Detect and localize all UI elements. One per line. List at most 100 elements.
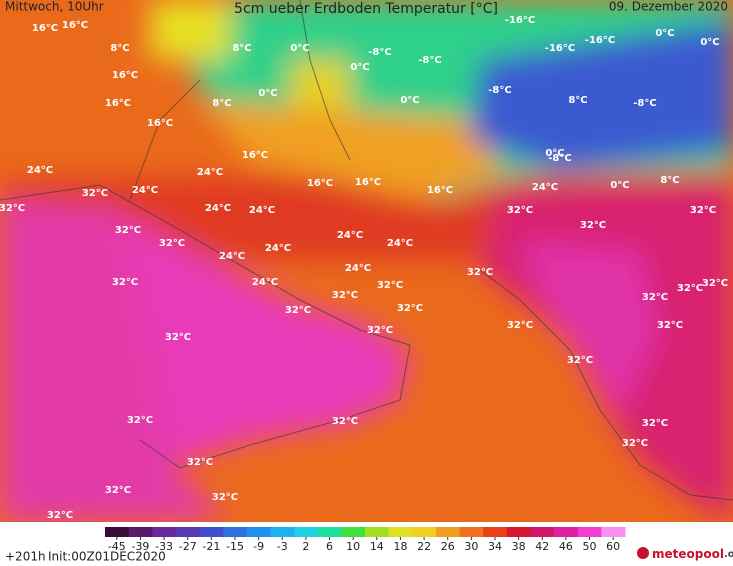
temperature-label: 32°C (187, 457, 213, 468)
colorbar-tick-label: 22 (417, 540, 431, 553)
colorbar-tick-label: 60 (606, 540, 620, 553)
temperature-label: 0°C (655, 28, 674, 39)
logo-icon (637, 547, 649, 559)
temperature-label: 0°C (400, 95, 419, 106)
map (0, 0, 733, 522)
header-day: Mittwoch, 10Uhr (5, 0, 104, 14)
temperature-label: 24°C (249, 205, 275, 216)
colorbar-tick-label: 26 (441, 540, 455, 553)
temperature-label: -8°C (548, 153, 571, 164)
temperature-label: 24°C (265, 243, 291, 254)
colorbar-tick-label: -27 (179, 540, 197, 553)
colorbar-swatch (506, 527, 531, 537)
contour-labels: 16°C 16°C8°C 8°C 0°C0°C-8°C-8°C-16°C-16°C-1… (0, 15, 728, 521)
temperature-label: -16°C (545, 43, 575, 54)
temperature-label: 16°C (355, 177, 381, 188)
temperature-label: 32°C (115, 225, 141, 236)
temperature-label: 0°C (610, 180, 629, 191)
temperature-label: 32°C (285, 305, 311, 316)
colorbar-swatch (199, 527, 224, 537)
colorbar-swatch (435, 527, 461, 537)
colorbar-tick-label: -33 (155, 540, 173, 553)
colorbar-tick-label: 14 (370, 540, 384, 553)
temperature-label: 32°C (127, 415, 153, 426)
temperature-label: 8°C (660, 175, 679, 186)
temperature-label: 32°C (332, 290, 358, 301)
temperature-label: 32°C (622, 438, 648, 449)
temperature-label: 32°C (0, 203, 25, 214)
temperature-label: 32°C (702, 278, 728, 289)
colorbar-swatch (554, 527, 579, 537)
colorbar-tick-label: 50 (583, 540, 597, 553)
colorbar-swatch (246, 527, 271, 537)
temperature-label: 0°C (350, 62, 369, 73)
temperature-label: 32°C (367, 325, 393, 336)
temperature-label: -8°C (418, 55, 441, 66)
colorbar-swatch (365, 527, 390, 537)
colorbar-swatch (152, 527, 177, 537)
colorbar-tick-label: -21 (202, 540, 220, 553)
colorbar-tick-label: -15 (226, 540, 244, 553)
temperature-label: 16°C (105, 98, 131, 109)
temperature-label: 32°C (377, 280, 403, 291)
temperature-label: 16°C (62, 20, 88, 31)
temperature-label: -8°C (488, 85, 511, 96)
colorbar-swatch (530, 527, 555, 537)
temperature-label: 32°C (165, 332, 191, 343)
temperature-label: 16°C (242, 150, 268, 161)
temperature-label: 0°C (258, 88, 277, 99)
temperature-label: 32°C (212, 492, 238, 503)
colorbar-swatch (175, 527, 201, 537)
colorbar-swatch (459, 527, 484, 537)
header-title: 5cm ueber Erdboden Temperatur [°C] (234, 1, 498, 17)
colorbar-swatch (388, 527, 413, 537)
temperature-label: 16°C (32, 23, 58, 34)
temperature-label: 24°C (132, 185, 158, 196)
temperature-label: 32°C (642, 418, 668, 429)
colorbar-tick-label: -3 (277, 540, 288, 553)
colorbar-swatch (294, 527, 319, 537)
colorbar-swatch (128, 527, 153, 537)
colorbar-tick-label: 46 (559, 540, 573, 553)
temperature-label: 32°C (82, 188, 108, 199)
colorbar-swatch (341, 527, 366, 537)
temperature-label: 32°C (657, 320, 683, 331)
logo: meteopool.org (652, 547, 733, 561)
temperature-label: 24°C (345, 263, 371, 274)
temperature-label: 32°C (690, 205, 716, 216)
temperature-label: 32°C (580, 220, 606, 231)
temperature-label: -16°C (585, 35, 615, 46)
temperature-label: 32°C (507, 205, 533, 216)
colorbar-tick-label: -45 (108, 540, 126, 553)
colorbar-swatch (223, 527, 248, 537)
init-time: Init:00Z01DEC2020 (48, 550, 166, 564)
temperature-label: 16°C (427, 185, 453, 196)
forecast-hour: +201h (5, 550, 46, 564)
temperature-label: 8°C (568, 95, 587, 106)
temperature-label: 32°C (105, 485, 131, 496)
temperature-label: 32°C (642, 292, 668, 303)
colorbar-tick-label: 38 (512, 540, 526, 553)
temperature-label: 8°C (212, 98, 231, 109)
header-date: 09. Dezember 2020 (609, 0, 728, 14)
colorbar-swatch (412, 527, 437, 537)
temperature-label: 32°C (677, 283, 703, 294)
temperature-label: 24°C (205, 203, 231, 214)
temperature-label: -8°C (368, 47, 391, 58)
temperature-label: -8°C (633, 98, 656, 109)
temperature-label: 32°C (567, 355, 593, 366)
colorbar-swatch (105, 527, 130, 537)
temperature-label: 8°C (110, 43, 129, 54)
temperature-label: 16°C (307, 178, 333, 189)
temperature-label: 24°C (337, 230, 363, 241)
colorbar-swatch (601, 527, 626, 537)
temperature-label: 24°C (197, 167, 223, 178)
colorbar-tick-label: 42 (535, 540, 549, 553)
colorbar: -45 -39 -33 -27 -21 -15 -9 -3 2 6 10 14 18 22 26 30 34 38… (105, 527, 626, 553)
colorbar-tick-label: 34 (488, 540, 502, 553)
temperature-label: 0°C (290, 43, 309, 54)
colorbar-swatch (483, 527, 508, 537)
temperature-label: 32°C (467, 267, 493, 278)
colorbar-tick-label: 30 (464, 540, 478, 553)
